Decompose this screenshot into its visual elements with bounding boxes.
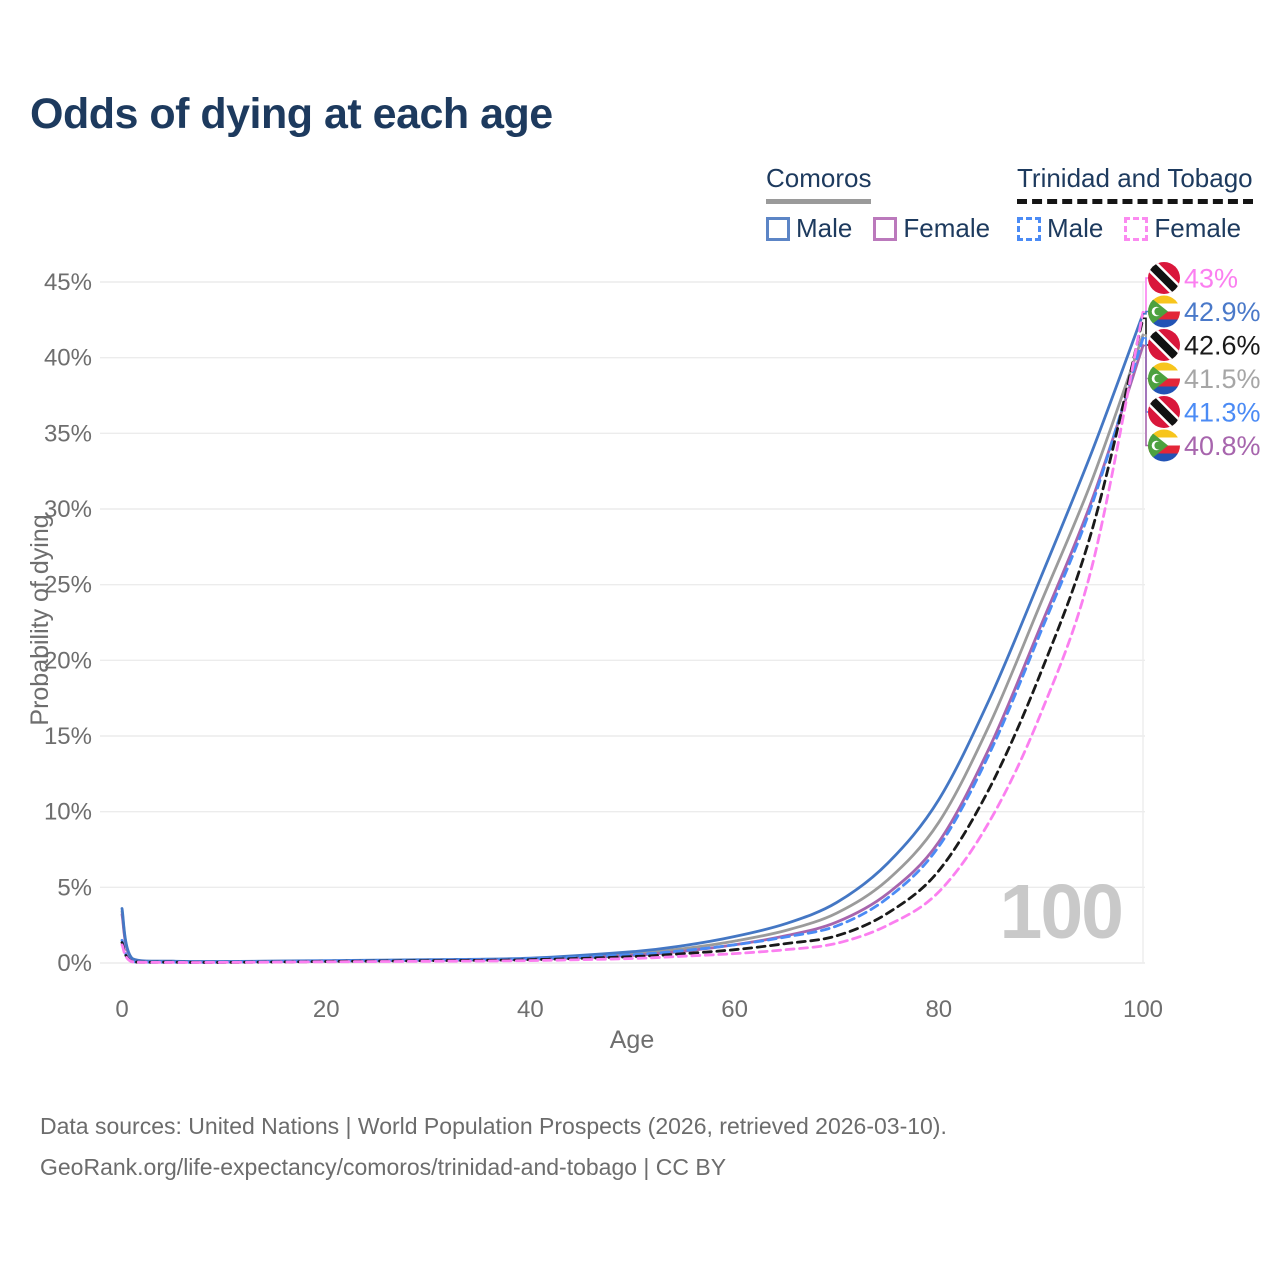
y-tick-label: 35% (44, 420, 92, 447)
end-label-connector (1143, 344, 1148, 447)
end-label-connector (1143, 317, 1148, 346)
y-tick-label: 20% (44, 647, 92, 674)
legend-label-comoros-male[interactable]: Male (796, 213, 853, 243)
y-tick-label: 5% (57, 874, 92, 901)
legend-label-tt-male[interactable]: Male (1047, 213, 1104, 243)
legend-label-comoros-female[interactable]: Female (903, 213, 991, 243)
flag-trinidad-and-tobago-icon (1148, 262, 1180, 294)
y-tick-label: 45% (44, 269, 92, 296)
legend-country-comoros: Comoros (766, 163, 872, 204)
y-tick-label: 40% (44, 345, 92, 372)
legend-swatch-tt-female[interactable] (1124, 216, 1149, 241)
legend-row-trinidad-and-tobago: Male Female (1017, 213, 1262, 244)
end-label-value: 42.9% (1184, 297, 1261, 327)
x-tick-label: 100 (1123, 996, 1163, 1023)
end-label-value: 43% (1184, 264, 1238, 294)
flag-comoros-icon (1148, 362, 1180, 395)
x-tick-label: 0 (115, 996, 128, 1023)
x-tick-label: 80 (925, 996, 952, 1023)
footer-line-sources: Data sources: United Nations | World Pop… (40, 1113, 947, 1139)
y-axis-title: Probability of dying (26, 514, 54, 725)
legend-country-trinidad-and-tobago: Trinidad and Tobago (1017, 163, 1253, 204)
legend-swatch-tt-male[interactable] (1017, 216, 1041, 241)
footer-line-attribution: GeoRank.org/life-expectancy/comoros/trin… (40, 1154, 727, 1180)
y-tick-label: 25% (44, 572, 92, 599)
legend-swatch-comoros-female[interactable] (873, 216, 898, 241)
end-label-connector (1143, 277, 1148, 314)
legend-swatch-comoros-male[interactable] (766, 216, 790, 241)
x-tick-label: 20 (313, 996, 340, 1023)
watermark-age-100: 100 (999, 869, 1124, 955)
flag-comoros-icon (1148, 295, 1180, 328)
y-tick-label: 10% (44, 799, 92, 826)
data-sources-footer: Data sources: United Nations | World Pop… (40, 1106, 947, 1188)
legend-group-comoros: Comoros Male Female (766, 163, 1011, 244)
flag-comoros-icon (1148, 429, 1180, 462)
legend-row-comoros: Male Female (766, 213, 1011, 244)
end-label-value: 41.5% (1184, 364, 1261, 394)
end-label-connector (1143, 310, 1148, 315)
legend-label-tt-female[interactable]: Female (1154, 213, 1242, 243)
flag-trinidad-and-tobago-icon (1148, 329, 1180, 361)
x-tick-label: 40 (517, 996, 544, 1023)
x-tick-label: 60 (721, 996, 748, 1023)
flag-trinidad-and-tobago-icon (1148, 396, 1180, 428)
legend-group-trinidad-and-tobago: Trinidad and Tobago Male Female (1017, 163, 1262, 244)
end-label-value: 42.6% (1184, 331, 1261, 361)
y-tick-label: 0% (57, 950, 92, 977)
end-label-value: 41.3% (1184, 398, 1261, 428)
x-axis-title: Age (610, 1026, 654, 1054)
series-line-comoros-male[interactable] (120, 312, 1145, 963)
series-line-trinidad-and-tobago[interactable] (120, 316, 1145, 964)
series-line-trinidad-and-tobago-female[interactable] (120, 310, 1145, 964)
y-tick-label: 30% (44, 496, 92, 523)
end-label-value: 40.8% (1184, 431, 1261, 461)
page-title: Odds of dying at each age (30, 90, 553, 138)
y-tick-label: 15% (44, 723, 92, 750)
series-line-trinidad-and-tobago-male[interactable] (120, 336, 1145, 964)
